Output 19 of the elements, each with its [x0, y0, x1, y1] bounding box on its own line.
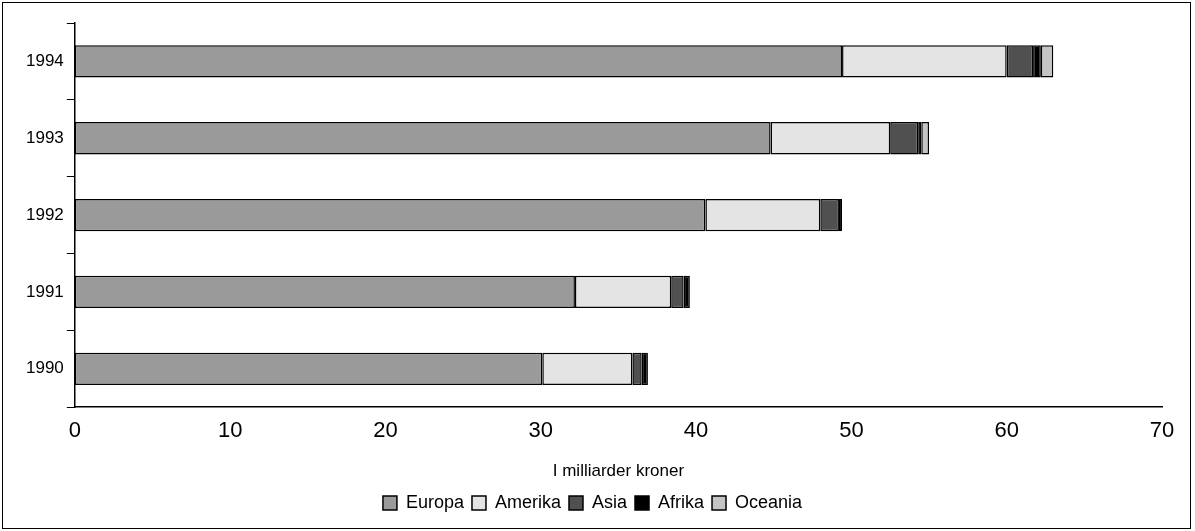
x-tick-label: 10	[217, 417, 243, 443]
y-tick-label: 1991	[25, 281, 64, 301]
legend-label: Europa	[405, 491, 465, 512]
legend-label: Amerika	[494, 491, 562, 512]
legend-label: Asia	[591, 491, 628, 512]
x-tick-label: 20	[373, 417, 398, 443]
x-tick-label: 40	[683, 417, 709, 443]
x-axis-title: I milliarder kroner	[552, 461, 685, 481]
legend-label: Oceania	[735, 491, 804, 512]
x-tick-label: 70	[1149, 417, 1175, 443]
y-tick-label: 1992	[25, 204, 64, 224]
x-tick-label: 30	[528, 417, 553, 443]
x-tick-label: 50	[839, 417, 864, 443]
y-tick-label: 1994	[25, 51, 64, 71]
x-tick-label: 0	[68, 417, 81, 443]
legend-label: Afrika	[658, 491, 706, 512]
y-tick-label: 1993	[25, 127, 64, 147]
y-tick-label: 1990	[25, 358, 64, 378]
x-tick-label: 60	[994, 417, 1019, 443]
